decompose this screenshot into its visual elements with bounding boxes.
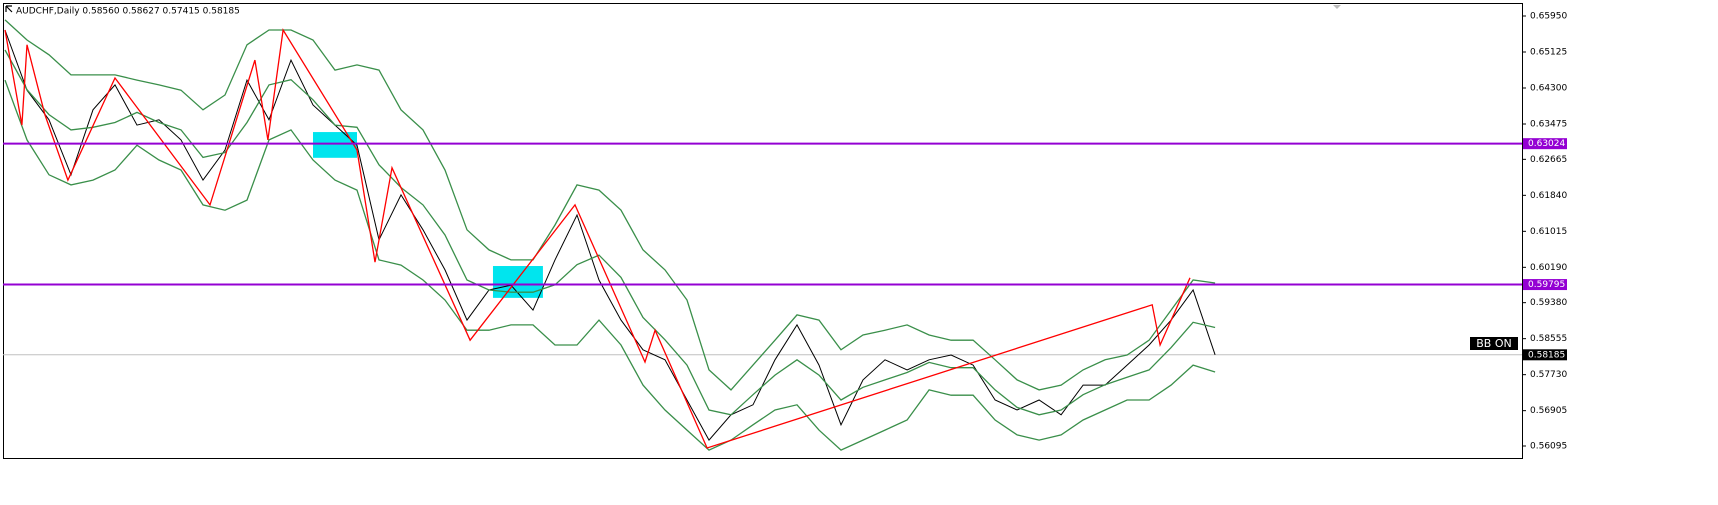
indicator-label: BB ON	[1476, 337, 1511, 350]
plot-frame	[3, 3, 1523, 459]
y-tick-label: 0.56905	[1530, 406, 1567, 416]
y-tick-label: 0.57730	[1530, 370, 1567, 380]
bollinger-band	[4, 49, 1216, 416]
level-label: 0.63024	[1528, 139, 1565, 149]
y-tick-label: 0.63475	[1530, 119, 1567, 129]
level-tag	[1523, 138, 1567, 150]
y-tick-label: 0.56095	[1530, 442, 1567, 452]
price-label: 0.58185	[1528, 350, 1565, 360]
y-tick-label: 0.64300	[1530, 83, 1567, 93]
price-line-series	[4, 29, 1216, 441]
y-tick-label: 0.60190	[1530, 263, 1567, 273]
level-tag	[1523, 279, 1567, 291]
price-tag	[1523, 349, 1567, 361]
y-tick-label: 0.65950	[1530, 11, 1567, 21]
chart-title: AUDCHF,Daily 0.58560 0.58627 0.57415 0.5…	[16, 7, 240, 17]
y-tick-label: 0.62665	[1530, 155, 1567, 165]
bollinger-band	[4, 79, 1216, 451]
scroll-marker	[1333, 5, 1341, 9]
zigzag	[4, 28, 1191, 449]
level-label: 0.59795	[1528, 280, 1565, 290]
zone	[313, 132, 358, 158]
indicator-box	[1470, 337, 1518, 350]
y-tick-label: 0.65125	[1530, 47, 1567, 57]
y-tick-label: 0.61840	[1530, 191, 1567, 201]
cursor-icon	[5, 5, 13, 13]
y-tick-label: 0.58555	[1530, 334, 1567, 344]
y-tick-label: 0.59380	[1530, 298, 1567, 308]
bollinger-band	[4, 19, 1216, 391]
y-tick-label: 0.61015	[1530, 227, 1567, 237]
